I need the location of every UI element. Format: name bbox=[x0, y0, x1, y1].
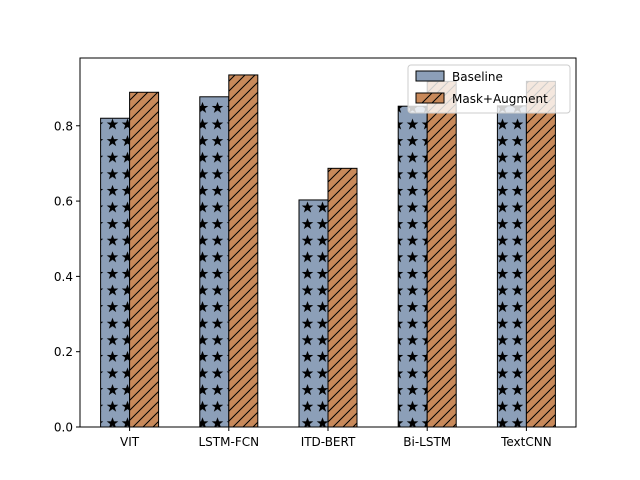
bar-baseline-itd-bert bbox=[298, 199, 329, 428]
x-axis: VIT LSTM-FCN ITD-BERT Bi-LSTM TextCNN bbox=[120, 427, 552, 449]
y-tick-label: 0.4 bbox=[54, 270, 73, 284]
bar-baseline-textcnn bbox=[496, 105, 527, 428]
bar-mask-augment-itd-bert bbox=[327, 167, 358, 428]
bar-mask-augment-vit bbox=[129, 91, 160, 428]
legend-label: Mask+Augment bbox=[452, 92, 548, 106]
y-axis: 0.0 0.2 0.4 0.6 0.8 bbox=[54, 119, 80, 435]
legend-swatch bbox=[415, 70, 445, 82]
bar-mask-augment-lstm-fcn bbox=[228, 74, 259, 428]
bar-mask-augment-bi-lstm bbox=[426, 80, 457, 428]
x-tick-label: ITD-BERT bbox=[301, 435, 356, 449]
x-tick-label: LSTM-FCN bbox=[199, 435, 260, 449]
x-tick-label: VIT bbox=[120, 435, 140, 449]
bar-baseline-vit bbox=[100, 117, 131, 428]
legend: Baseline Mask+Augment bbox=[407, 64, 571, 114]
y-tick-label: 0.2 bbox=[54, 345, 73, 359]
y-tick-label: 0.8 bbox=[54, 119, 73, 133]
legend-label: Baseline bbox=[452, 70, 503, 84]
plot-area bbox=[79, 57, 577, 428]
bar-baseline-lstm-fcn bbox=[199, 96, 230, 428]
legend-box bbox=[407, 64, 571, 114]
legend-swatch bbox=[415, 92, 445, 104]
bar-mask-augment-textcnn bbox=[525, 80, 556, 428]
legend-hatch bbox=[421, 92, 443, 104]
bar-baseline-bi-lstm bbox=[397, 105, 428, 428]
x-tick-label: TextCNN bbox=[500, 435, 552, 449]
x-tick-label: Bi-LSTM bbox=[403, 435, 451, 449]
y-tick-label: 0.0 bbox=[54, 421, 73, 435]
y-tick-label: 0.6 bbox=[54, 195, 73, 209]
